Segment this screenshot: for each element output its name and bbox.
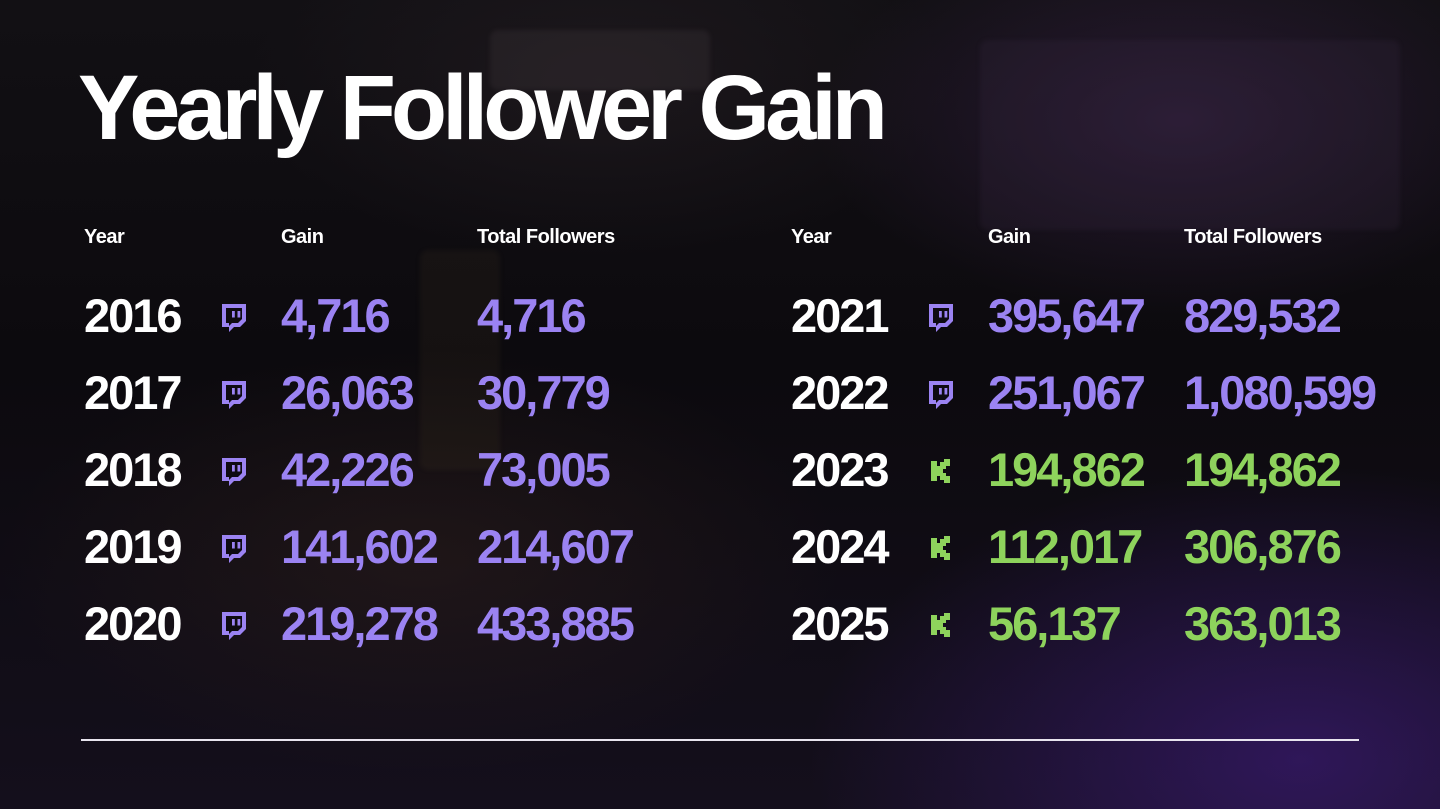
background-shape bbox=[980, 40, 1400, 230]
table-row: 2019 141,602 214,607 bbox=[84, 517, 704, 577]
year-cell: 2018 bbox=[84, 443, 183, 496]
header-gain: Gain bbox=[988, 226, 1031, 248]
twitch-icon bbox=[220, 610, 248, 640]
gain-cell: 251,067 bbox=[988, 366, 1146, 419]
header-total-followers: Total Followers bbox=[477, 226, 615, 248]
total-followers-cell: 829,532 bbox=[1184, 289, 1342, 342]
total-followers-cell: 194,862 bbox=[1184, 443, 1342, 496]
total-followers-cell: 30,779 bbox=[477, 366, 611, 419]
year-cell: 2024 bbox=[791, 520, 890, 573]
year-cell: 2016 bbox=[84, 289, 183, 342]
gain-cell: 395,647 bbox=[988, 289, 1146, 342]
twitch-icon bbox=[220, 379, 248, 409]
gain-cell: 194,862 bbox=[988, 443, 1146, 496]
twitch-icon bbox=[220, 302, 248, 332]
table-row: 2017 26,063 30,779 bbox=[84, 363, 704, 423]
table-row: 2021 395,647 829,532 bbox=[791, 286, 1411, 346]
kick-icon bbox=[927, 610, 955, 640]
header-year: Year bbox=[84, 226, 125, 248]
total-followers-cell: 433,885 bbox=[477, 597, 635, 650]
total-followers-cell: 73,005 bbox=[477, 443, 611, 496]
year-cell: 2023 bbox=[791, 443, 890, 496]
gain-cell: 112,017 bbox=[988, 520, 1143, 573]
gain-cell: 56,137 bbox=[988, 597, 1122, 650]
year-cell: 2017 bbox=[84, 366, 183, 419]
kick-icon bbox=[927, 533, 955, 563]
total-followers-cell: 1,080,599 bbox=[1184, 366, 1377, 419]
table-row: 2016 4,716 4,716 bbox=[84, 286, 704, 346]
year-cell: 2021 bbox=[791, 289, 890, 342]
gain-cell: 42,226 bbox=[281, 443, 415, 496]
bottom-divider bbox=[81, 739, 1359, 741]
gain-cell: 4,716 bbox=[281, 289, 391, 342]
background-shape bbox=[420, 250, 500, 470]
total-followers-cell: 4,716 bbox=[477, 289, 587, 342]
twitch-icon bbox=[220, 456, 248, 486]
twitch-icon bbox=[927, 302, 955, 332]
header-gain: Gain bbox=[281, 226, 324, 248]
table-row: 2022 251,067 1,080,599 bbox=[791, 363, 1411, 423]
year-cell: 2022 bbox=[791, 366, 890, 419]
gain-cell: 141,602 bbox=[281, 520, 439, 573]
table-row: 2023 194,862 194,862 bbox=[791, 440, 1411, 500]
total-followers-cell: 306,876 bbox=[1184, 520, 1342, 573]
year-cell: 2020 bbox=[84, 597, 183, 650]
background-shape bbox=[490, 30, 710, 90]
year-cell: 2025 bbox=[791, 597, 890, 650]
kick-icon bbox=[927, 456, 955, 486]
year-cell: 2019 bbox=[84, 520, 183, 573]
twitch-icon bbox=[220, 533, 248, 563]
table-row: 2025 56,137 363,013 bbox=[791, 594, 1411, 654]
header-year: Year bbox=[791, 226, 832, 248]
table-row: 2020 219,278 433,885 bbox=[84, 594, 704, 654]
total-followers-cell: 363,013 bbox=[1184, 597, 1342, 650]
gain-cell: 219,278 bbox=[281, 597, 439, 650]
table-row: 2018 42,226 73,005 bbox=[84, 440, 704, 500]
total-followers-cell: 214,607 bbox=[477, 520, 635, 573]
gain-cell: 26,063 bbox=[281, 366, 415, 419]
header-total-followers: Total Followers bbox=[1184, 226, 1322, 248]
page-title: Yearly Follower Gain bbox=[78, 57, 888, 159]
table-row: 2024 112,017 306,876 bbox=[791, 517, 1411, 577]
twitch-icon bbox=[927, 379, 955, 409]
